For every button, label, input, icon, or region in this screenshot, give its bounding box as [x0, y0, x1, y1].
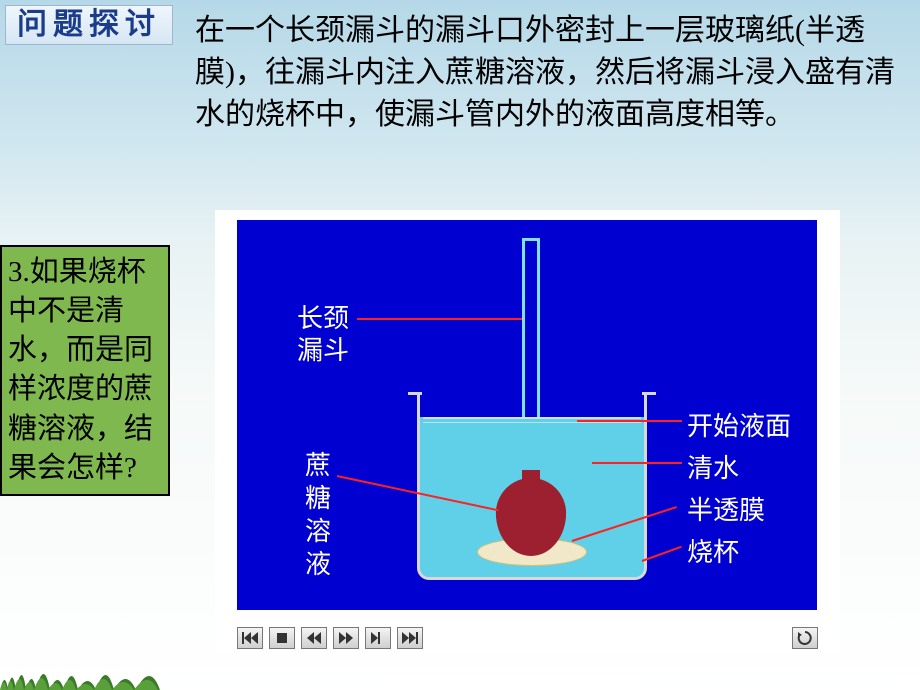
funnel-neck	[522, 470, 540, 490]
label-membrane: 半透膜	[687, 490, 765, 527]
step-button[interactable]	[365, 627, 391, 649]
first-button[interactable]	[237, 627, 263, 649]
header-title: 问题探讨	[5, 5, 173, 45]
label-water: 清水	[687, 448, 739, 485]
last-icon	[402, 632, 418, 644]
main-description: 在一个长颈漏斗的漏斗口外密封上一层玻璃纸(半透膜)，往漏斗内注入蔗糖溶液，然后将…	[195, 10, 895, 136]
label-sucrose-3: 溶	[305, 511, 331, 548]
label-sucrose-2: 糖	[305, 478, 331, 515]
pointer-beaker	[642, 546, 682, 562]
diagram-canvas: 长颈 漏斗 蔗 糖 溶 液 开始液面 清水 半透膜 烧杯	[237, 220, 817, 610]
step-icon	[370, 632, 386, 644]
rewind-icon	[306, 632, 322, 644]
pointer-level	[577, 420, 682, 422]
label-funnel-2: 漏斗	[297, 330, 349, 367]
refresh-button[interactable]	[792, 627, 818, 649]
stop-button[interactable]	[269, 627, 295, 649]
question-box: 3.如果烧杯中不是清水，而是同样浓度的蔗糖溶液，结果会怎样?	[0, 245, 170, 496]
label-beaker: 烧杯	[687, 532, 739, 569]
diagram-panel: 长颈 漏斗 蔗 糖 溶 液 开始液面 清水 半透膜 烧杯	[215, 210, 840, 655]
label-sucrose-1: 蔗	[305, 445, 331, 482]
media-controls	[237, 627, 423, 649]
pointer-funnel	[357, 318, 522, 320]
last-button[interactable]	[397, 627, 423, 649]
label-level: 开始液面	[687, 406, 791, 443]
rewind-button[interactable]	[301, 627, 327, 649]
play-icon	[338, 632, 354, 644]
refresh-icon	[797, 630, 813, 646]
stop-icon	[276, 632, 288, 644]
play-button[interactable]	[333, 627, 359, 649]
pointer-water	[592, 462, 682, 464]
grass-decoration	[0, 650, 170, 690]
label-sucrose-4: 液	[305, 544, 331, 581]
first-icon	[242, 632, 258, 644]
